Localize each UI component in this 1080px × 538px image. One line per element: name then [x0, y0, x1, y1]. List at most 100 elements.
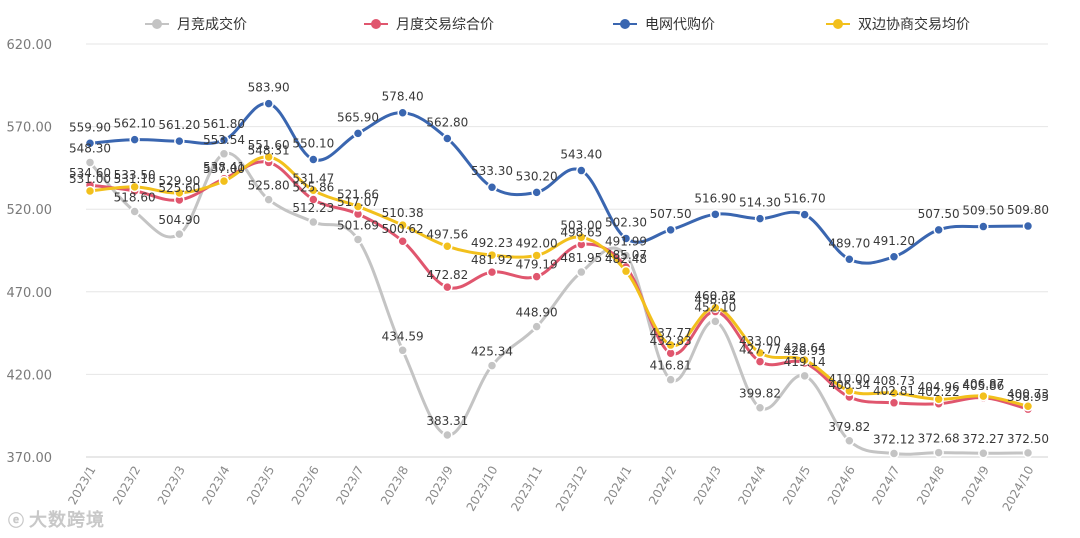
series-3-point[interactable]	[754, 347, 766, 359]
series-0-point[interactable]	[1022, 447, 1034, 459]
data-label: 504.90	[158, 213, 200, 227]
series-0-point[interactable]	[263, 194, 274, 205]
series-2-point[interactable]	[263, 98, 274, 109]
series-2-point[interactable]	[799, 209, 810, 220]
series-2-point[interactable]	[352, 128, 364, 139]
data-label: 518.60	[114, 191, 156, 205]
series-2-point[interactable]	[84, 138, 96, 149]
series-2-point[interactable]	[486, 181, 498, 193]
series-3-point[interactable]	[442, 241, 453, 252]
x-tick-label: 2023/3	[155, 464, 188, 508]
series-2-point[interactable]	[710, 209, 721, 220]
series-2-point[interactable]	[665, 224, 676, 236]
data-label: 372.12	[873, 432, 915, 446]
series-3-point[interactable]	[397, 219, 408, 231]
series-1-point[interactable]	[754, 356, 766, 367]
series-2-point[interactable]	[308, 154, 319, 165]
data-label: 538.41	[203, 160, 245, 174]
series-0-point[interactable]	[799, 370, 810, 382]
data-label: 525.60	[158, 181, 200, 195]
series-3-point[interactable]	[978, 390, 989, 402]
legend-item-grid-purchase[interactable]: 电网代购价	[613, 14, 715, 34]
series-1-point[interactable]	[531, 271, 542, 282]
series-1-point[interactable]	[888, 397, 900, 409]
data-label: 529.90	[158, 174, 200, 188]
data-label: 562.10	[114, 117, 156, 131]
legend-label: 月度交易综合价	[396, 17, 494, 33]
series-0-point[interactable]	[844, 435, 855, 447]
series-3-point[interactable]	[486, 249, 498, 261]
legend-item-monthly-composite[interactable]: 月度交易综合价	[364, 14, 494, 34]
series-2-point[interactable]	[442, 133, 453, 144]
series-3-point[interactable]	[263, 151, 274, 163]
y-axis: 370.00 420.00 470.00 520.00 570.00 620.00	[7, 38, 53, 466]
series-3-point[interactable]	[844, 385, 855, 397]
series-3-point[interactable]	[933, 393, 944, 405]
series-3-point[interactable]	[531, 250, 542, 261]
series-2-point[interactable]	[397, 107, 408, 118]
series-0-point[interactable]	[710, 316, 721, 327]
series-3-point[interactable]	[710, 302, 721, 314]
series-0-point[interactable]	[352, 234, 364, 245]
series-3-point[interactable]	[576, 232, 587, 243]
series-3-point[interactable]	[665, 339, 676, 351]
data-label: 491.20	[873, 234, 915, 248]
series-0-point[interactable]	[129, 206, 140, 217]
series-0-point[interactable]	[442, 429, 453, 441]
series-0-point[interactable]	[397, 345, 408, 356]
data-label: 516.70	[784, 192, 826, 206]
series-3-point[interactable]	[352, 201, 364, 212]
series-0-point[interactable]	[665, 374, 676, 385]
series-1-point[interactable]	[486, 266, 498, 278]
series-3-point[interactable]	[620, 265, 632, 277]
series-3-point[interactable]	[218, 175, 230, 187]
data-label: 534.60	[69, 166, 111, 180]
x-tick-label: 2023/1	[65, 464, 98, 508]
legend-item-bilateral-avg[interactable]: 双边协商交易均价	[826, 14, 970, 34]
legend-line-icon	[826, 18, 850, 30]
data-label: 410.00	[828, 372, 870, 386]
series-0-point[interactable]	[308, 216, 319, 228]
series-3-point[interactable]	[84, 185, 96, 197]
series-3-point[interactable]	[174, 187, 185, 199]
series-0-point[interactable]	[933, 447, 944, 458]
series-2-point[interactable]	[620, 233, 632, 244]
data-label: 501.69	[337, 218, 379, 232]
x-tick-label: 2023/11	[508, 464, 545, 514]
series-2-point[interactable]	[218, 134, 230, 146]
series-3-point[interactable]	[308, 185, 319, 196]
series-0-point[interactable]	[620, 250, 632, 261]
series-0-point[interactable]	[486, 360, 498, 371]
series-0-point[interactable]	[978, 447, 989, 459]
series-0-point[interactable]	[218, 148, 230, 160]
series-0-point[interactable]	[754, 402, 766, 413]
series-2-point[interactable]	[576, 165, 587, 176]
data-label: 553.54	[203, 133, 245, 147]
series-0-point[interactable]	[531, 321, 542, 332]
series-2-point[interactable]	[888, 251, 900, 263]
data-label: 491.99	[605, 234, 647, 248]
series-2-point[interactable]	[1022, 220, 1034, 232]
series-2-point[interactable]	[933, 224, 944, 236]
series-2-point[interactable]	[174, 135, 185, 147]
series-1-point[interactable]	[442, 281, 453, 293]
series-2-point[interactable]	[844, 254, 855, 265]
series-0-point[interactable]	[174, 228, 185, 240]
series-2-point[interactable]	[531, 187, 542, 198]
series-3-point[interactable]	[799, 354, 810, 366]
series-2-point[interactable]	[978, 221, 989, 232]
series-3-point[interactable]	[888, 387, 900, 399]
series-0-point[interactable]	[84, 157, 96, 168]
series-0-point[interactable]	[576, 266, 587, 278]
data-label: 482.48	[605, 252, 647, 266]
series-0-point[interactable]	[888, 448, 900, 459]
data-label: 405.86	[962, 379, 1004, 393]
series-2-point[interactable]	[129, 134, 140, 145]
series-2-point[interactable]	[754, 213, 766, 224]
data-label: 500.62	[382, 222, 424, 236]
series-3-point[interactable]	[1022, 400, 1034, 412]
x-tick-label: 2024/1	[601, 464, 634, 508]
series-3-point[interactable]	[129, 181, 140, 193]
legend-item-monthly-bidding[interactable]: 月竞成交价	[145, 14, 247, 34]
series-1-point[interactable]	[397, 235, 408, 247]
